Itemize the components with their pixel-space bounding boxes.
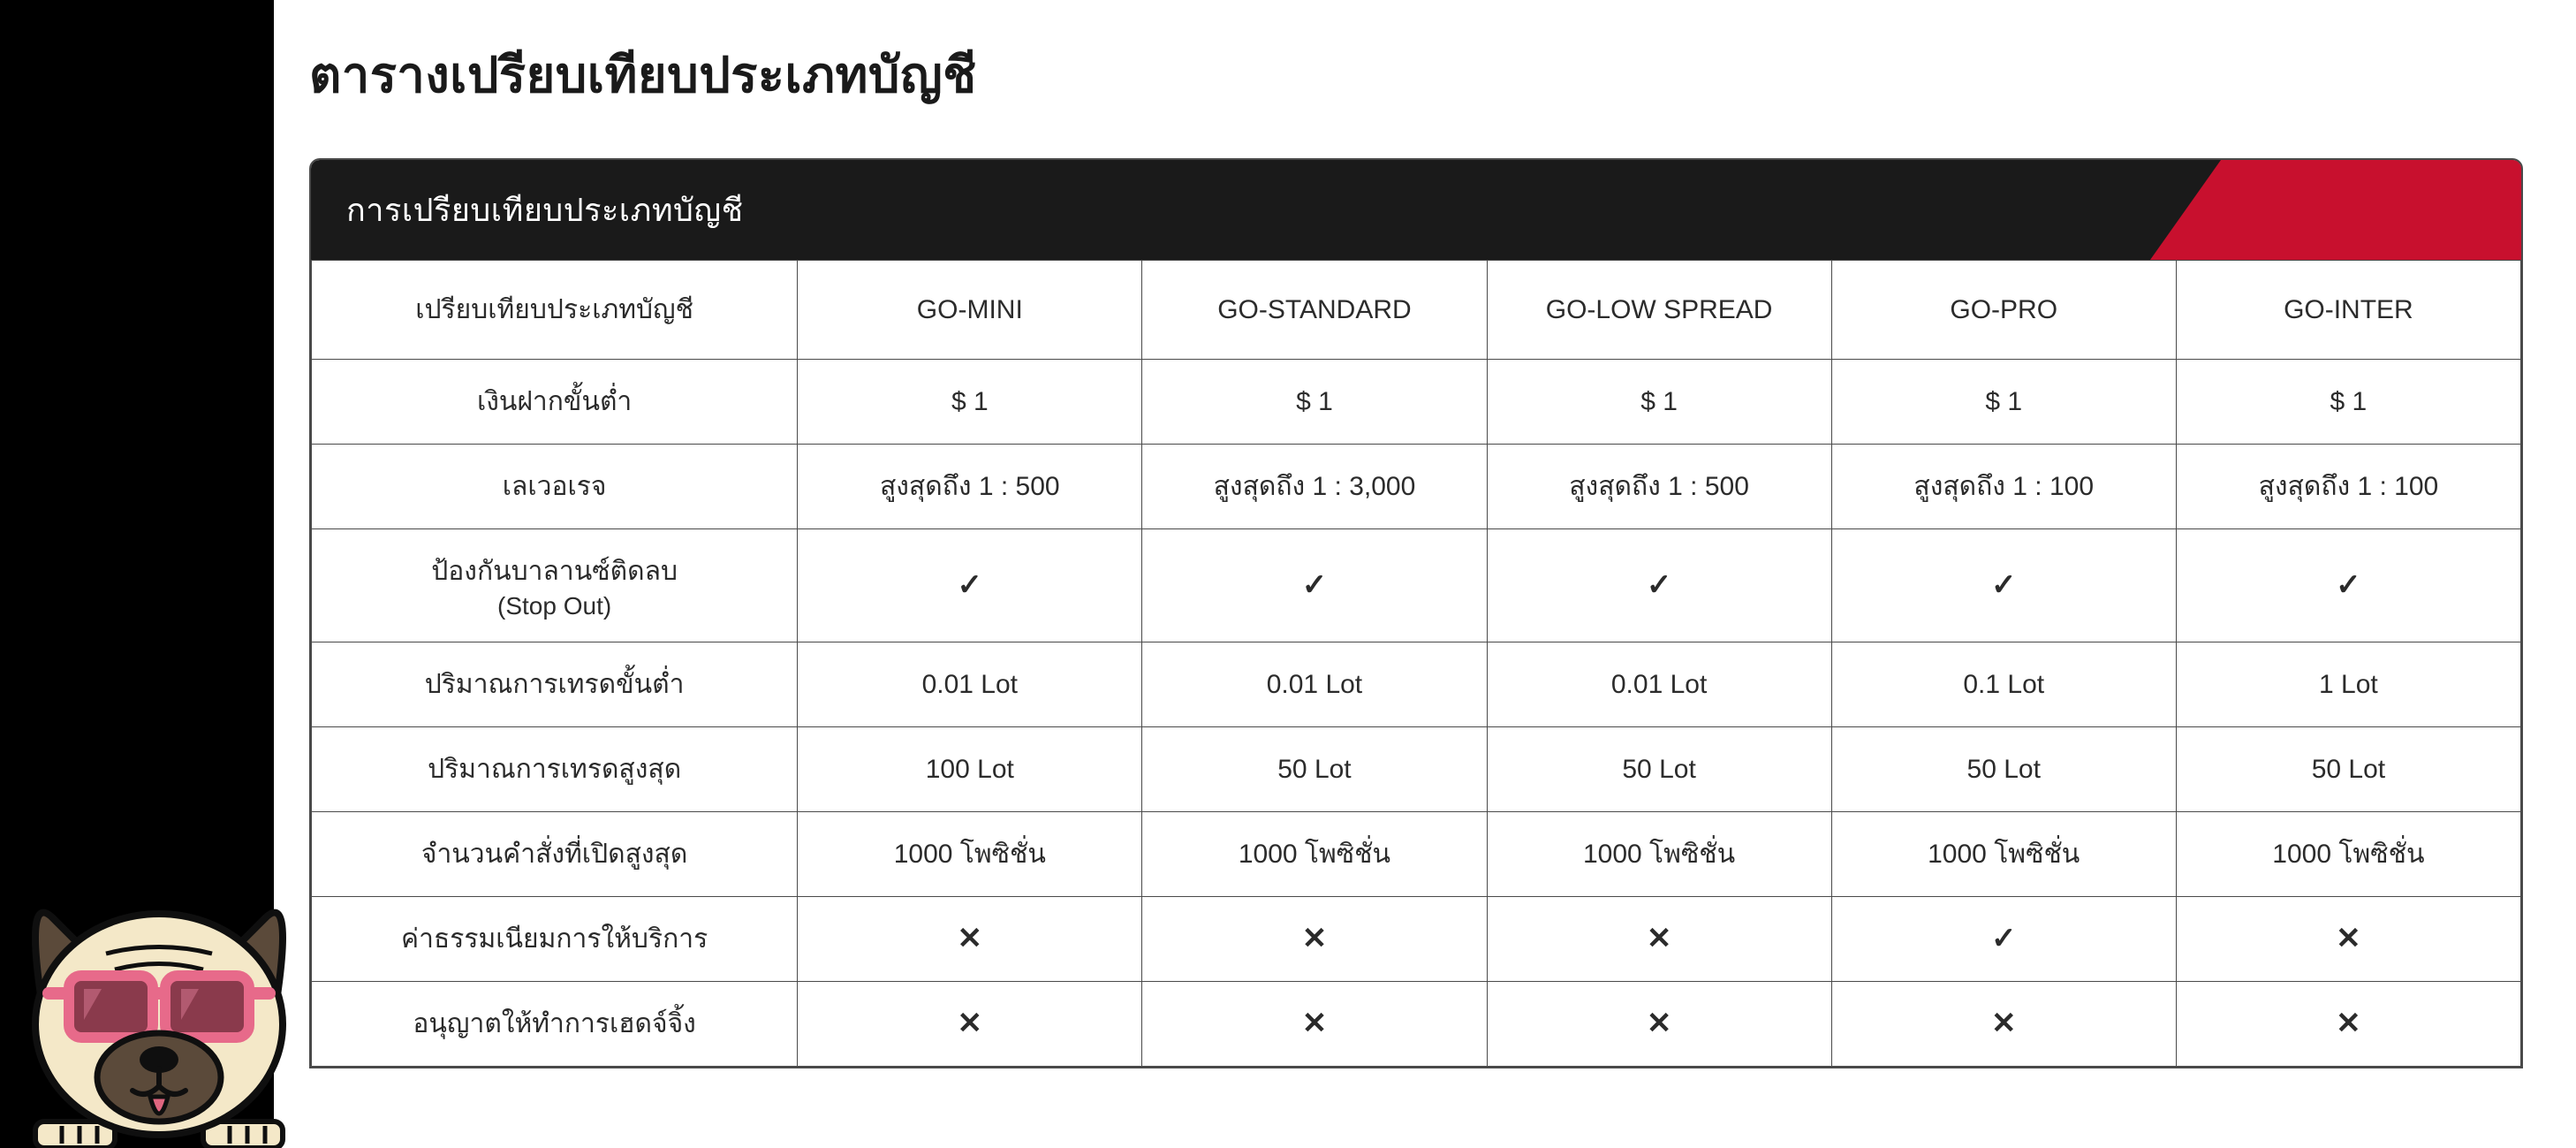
col-header-go-inter: GO-INTER [2176, 261, 2520, 360]
cross-icon: ✕ [1647, 1007, 1672, 1040]
table-cell: 0.01 Lot [798, 642, 1142, 727]
table-row: ปริมาณการเทรดขั้นต่ำ0.01 Lot0.01 Lot0.01… [312, 642, 2521, 727]
table-cell: 50 Lot [2176, 727, 2520, 812]
cross-icon: ✕ [1302, 1007, 1328, 1040]
table-cell: $ 1 [798, 360, 1142, 445]
table-row: จำนวนคำสั่งที่เปิดสูงสุด1000 โพซิชั่น100… [312, 812, 2521, 897]
table-cell: ✕ [1142, 982, 1487, 1067]
row-label: อนุญาตให้ทำการเฮดจ์จิ้ง [312, 982, 798, 1067]
mascot-pug-icon [0, 856, 318, 1148]
row-label-text: ป้องกันบาลานซ์ติดลบ [431, 557, 678, 586]
cross-icon: ✕ [958, 922, 983, 955]
row-label-text: เลเวอเรจ [503, 472, 607, 501]
check-icon: ✓ [1302, 568, 1328, 602]
table-cell: สูงสุดถึง 1 : 500 [798, 445, 1142, 529]
table-cell: ✓ [1831, 529, 2176, 642]
row-label: ค่าธรรมเนียมการให้บริการ [312, 897, 798, 982]
table-cell: ✕ [798, 897, 1142, 982]
table-cell: ✕ [1487, 897, 1831, 982]
table-row: อนุญาตให้ทำการเฮดจ์จิ้ง ✕ ✕ ✕ ✕ ✕ [312, 982, 2521, 1067]
table-cell: 1 Lot [2176, 642, 2520, 727]
table-cell: ✓ [1142, 529, 1487, 642]
row-label: เลเวอเรจ [312, 445, 798, 529]
table-cell: $ 1 [2176, 360, 2520, 445]
table-cell: 50 Lot [1142, 727, 1487, 812]
table-cell: ✓ [798, 529, 1142, 642]
row-label-sub: (Stop Out) [322, 592, 786, 620]
col-header-go-standard: GO-STANDARD [1142, 261, 1487, 360]
table-row: เลเวอเรจ สูงสุดถึง 1 : 500สูงสุดถึง 1 : 3… [312, 445, 2521, 529]
page-title: ตารางเปรียบเทียบประเภทบัญชี [309, 35, 2523, 114]
table-cell: $ 1 [1831, 360, 2176, 445]
table-cell: $ 1 [1142, 360, 1487, 445]
table-cell: 1000 โพซิชั่น [1831, 812, 2176, 897]
check-icon: ✓ [1991, 922, 2017, 955]
check-icon: ✓ [1991, 568, 2017, 602]
table-cell: ✕ [798, 982, 1142, 1067]
table-cell: $ 1 [1487, 360, 1831, 445]
row-label: เงินฝากขั้นต่ำ [312, 360, 798, 445]
cross-icon: ✕ [1991, 1007, 2017, 1040]
table-cell: 1000 โพซิชั่น [1487, 812, 1831, 897]
table-cell: 0.01 Lot [1487, 642, 1831, 727]
cross-icon: ✕ [1302, 922, 1328, 955]
cross-icon: ✕ [2336, 922, 2361, 955]
cross-icon: ✕ [2336, 1007, 2361, 1040]
cross-icon: ✕ [1647, 922, 1672, 955]
row-label: ปริมาณการเทรดสูงสุด [312, 727, 798, 812]
table-header-bar: การเปรียบเทียบประเภทบัญชี [311, 160, 2521, 260]
table-row: ป้องกันบาลานซ์ติดลบ (Stop Out) ✓ ✓ ✓ ✓ ✓ [312, 529, 2521, 642]
table-cell: 100 Lot [798, 727, 1142, 812]
cross-icon: ✕ [958, 1007, 983, 1040]
check-icon: ✓ [2336, 568, 2361, 602]
comparison-table-container: การเปรียบเทียบประเภทบัญชี เปรียบเทียบประ… [309, 158, 2523, 1068]
table-cell: สูงสุดถึง 1 : 100 [2176, 445, 2520, 529]
table-cell: 0.1 Lot [1831, 642, 2176, 727]
row-label-text: เงินฝากขั้นต่ำ [477, 387, 632, 416]
table-row: ปริมาณการเทรดสูงสุด100 Lot50 Lot50 Lot50… [312, 727, 2521, 812]
table-cell: ✓ [1487, 529, 1831, 642]
table-cell: ✕ [2176, 982, 2520, 1067]
row-label: ปริมาณการเทรดขั้นต่ำ [312, 642, 798, 727]
table-row: ค่าธรรมเนียมการให้บริการ ✕ ✕ ✕ ✓ ✕ [312, 897, 2521, 982]
row-label: จำนวนคำสั่งที่เปิดสูงสุด [312, 812, 798, 897]
row-label: ป้องกันบาลานซ์ติดลบ (Stop Out) [312, 529, 798, 642]
check-icon: ✓ [1647, 568, 1672, 602]
table-cell: สูงสุดถึง 1 : 500 [1487, 445, 1831, 529]
table-row: เงินฝากขั้นต่ำ$ 1$ 1$ 1$ 1$ 1 [312, 360, 2521, 445]
table-cell: ✕ [1831, 982, 2176, 1067]
row-label-text: ปริมาณการเทรดขั้นต่ำ [425, 670, 685, 699]
table-cell: ✕ [1487, 982, 1831, 1067]
table-cell: ✓ [1831, 897, 2176, 982]
table-header-row: เปรียบเทียบประเภทบัญชี GO-MINI GO-STANDA… [312, 261, 2521, 360]
table-cell: 1000 โพซิชั่น [2176, 812, 2520, 897]
table-cell: ✓ [2176, 529, 2520, 642]
content-panel: ตารางเปรียบเทียบประเภทบัญชี การเปรียบเที… [274, 0, 2576, 1148]
table-cell: 50 Lot [1487, 727, 1831, 812]
header-accent-shape [2150, 160, 2521, 260]
table-cell: 50 Lot [1831, 727, 2176, 812]
table-body: เงินฝากขั้นต่ำ$ 1$ 1$ 1$ 1$ 1เลเวอเรจสูง… [312, 360, 2521, 1067]
table-cell: 0.01 Lot [1142, 642, 1487, 727]
table-cell: 1000 โพซิชั่น [1142, 812, 1487, 897]
row-label-text: จำนวนคำสั่งที่เปิดสูงสุด [421, 840, 687, 869]
comparison-table: เปรียบเทียบประเภทบัญชี GO-MINI GO-STANDA… [311, 260, 2521, 1067]
table-cell: สูงสุดถึง 1 : 100 [1831, 445, 2176, 529]
row-label-text: ค่าธรรมเนียมการให้บริการ [401, 924, 708, 954]
col-header-go-low-spread: GO-LOW SPREAD [1487, 261, 1831, 360]
table-header-label: การเปรียบเทียบประเภทบัญชี [346, 192, 744, 228]
table-cell: 1000 โพซิชั่น [798, 812, 1142, 897]
row-label-text: อนุญาตให้ทำการเฮดจ์จิ้ง [413, 1009, 695, 1038]
col-header-label: เปรียบเทียบประเภทบัญชี [312, 261, 798, 360]
table-cell: สูงสุดถึง 1 : 3,000 [1142, 445, 1487, 529]
table-cell: ✕ [2176, 897, 2520, 982]
col-header-go-mini: GO-MINI [798, 261, 1142, 360]
check-icon: ✓ [958, 568, 983, 602]
col-header-go-pro: GO-PRO [1831, 261, 2176, 360]
table-cell: ✕ [1142, 897, 1487, 982]
row-label-text: ปริมาณการเทรดสูงสุด [428, 755, 681, 784]
